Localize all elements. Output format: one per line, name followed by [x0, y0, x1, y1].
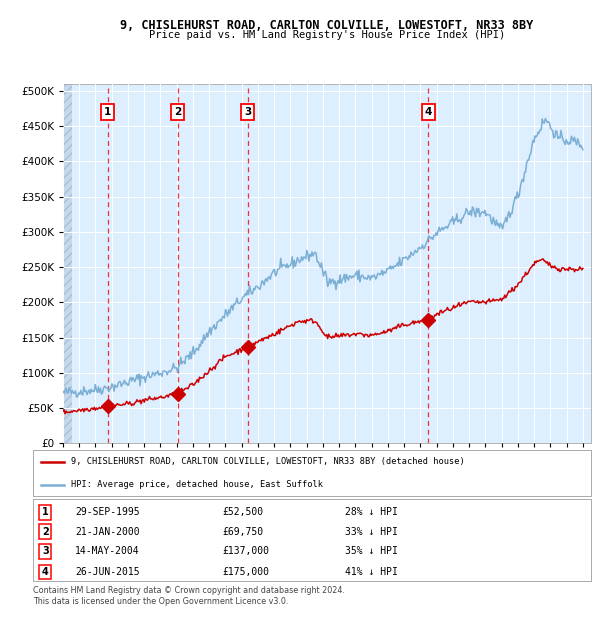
Text: HPI: Average price, detached house, East Suffolk: HPI: Average price, detached house, East… — [71, 480, 323, 489]
Text: £137,000: £137,000 — [223, 546, 270, 557]
Text: 41% ↓ HPI: 41% ↓ HPI — [346, 567, 398, 577]
Bar — [63, 84, 72, 443]
Text: 29-SEP-1995: 29-SEP-1995 — [75, 507, 139, 517]
Text: £69,750: £69,750 — [223, 527, 264, 537]
Text: 14-MAY-2004: 14-MAY-2004 — [75, 546, 139, 557]
Text: 26-JUN-2015: 26-JUN-2015 — [75, 567, 139, 577]
Text: This data is licensed under the Open Government Licence v3.0.: This data is licensed under the Open Gov… — [33, 597, 289, 606]
Text: 4: 4 — [42, 567, 49, 577]
Text: 2: 2 — [174, 107, 181, 117]
Text: 2: 2 — [42, 527, 49, 537]
Text: 9, CHISLEHURST ROAD, CARLTON COLVILLE, LOWESTOFT, NR33 8BY (detached house): 9, CHISLEHURST ROAD, CARLTON COLVILLE, L… — [71, 457, 464, 466]
Text: 9, CHISLEHURST ROAD, CARLTON COLVILLE, LOWESTOFT, NR33 8BY: 9, CHISLEHURST ROAD, CARLTON COLVILLE, L… — [121, 19, 533, 32]
Text: 35% ↓ HPI: 35% ↓ HPI — [346, 546, 398, 557]
Text: 3: 3 — [42, 546, 49, 557]
Text: 3: 3 — [244, 107, 251, 117]
Text: 1: 1 — [42, 507, 49, 517]
Text: 4: 4 — [425, 107, 432, 117]
Text: 1: 1 — [104, 107, 112, 117]
Text: 28% ↓ HPI: 28% ↓ HPI — [346, 507, 398, 517]
Text: Contains HM Land Registry data © Crown copyright and database right 2024.: Contains HM Land Registry data © Crown c… — [33, 586, 345, 595]
Text: 33% ↓ HPI: 33% ↓ HPI — [346, 527, 398, 537]
Text: £52,500: £52,500 — [223, 507, 264, 517]
Text: 21-JAN-2000: 21-JAN-2000 — [75, 527, 139, 537]
Text: Price paid vs. HM Land Registry's House Price Index (HPI): Price paid vs. HM Land Registry's House … — [149, 30, 505, 40]
Text: £175,000: £175,000 — [223, 567, 270, 577]
